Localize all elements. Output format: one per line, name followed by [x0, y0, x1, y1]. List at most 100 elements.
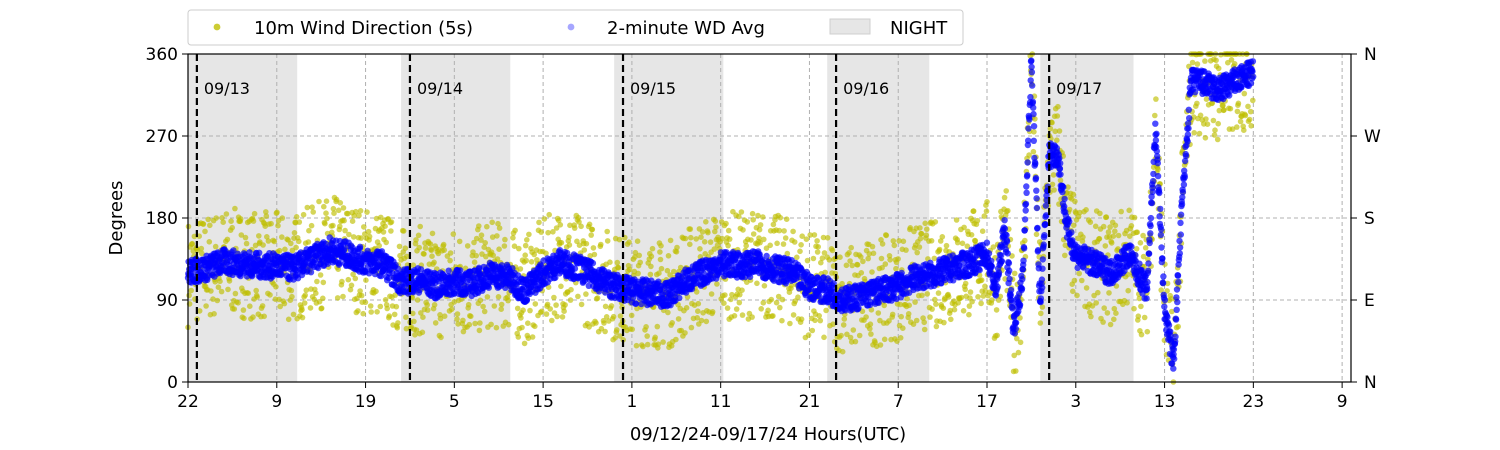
raw-wind-point	[489, 234, 496, 240]
raw-wind-point	[489, 219, 496, 226]
raw-wind-point	[212, 243, 219, 250]
raw-wind-point	[1131, 305, 1137, 312]
raw-wind-point	[282, 246, 288, 253]
raw-wind-point	[559, 314, 566, 320]
raw-wind-point	[881, 302, 887, 309]
raw-wind-point	[749, 210, 756, 217]
raw-wind-point	[699, 229, 706, 235]
raw-wind-point	[897, 301, 903, 308]
raw-wind-point	[1231, 61, 1238, 67]
raw-wind-point	[368, 309, 375, 315]
raw-wind-point	[200, 221, 207, 227]
raw-wind-point	[978, 277, 985, 283]
raw-wind-point	[1071, 222, 1077, 229]
raw-wind-point	[983, 208, 990, 214]
raw-wind-point	[491, 303, 498, 309]
legend-label-2: NIGHT	[890, 18, 948, 39]
raw-wind-point	[933, 301, 939, 307]
raw-wind-point	[516, 245, 522, 252]
raw-wind-point	[349, 218, 356, 224]
raw-wind-point	[928, 238, 935, 244]
raw-wind-point	[358, 235, 364, 241]
raw-wind-point	[850, 327, 857, 333]
raw-wind-point	[1049, 119, 1055, 126]
raw-wind-point	[532, 323, 538, 330]
raw-wind-point	[875, 310, 882, 316]
raw-wind-point	[271, 238, 278, 245]
raw-wind-point	[906, 302, 912, 309]
raw-wind-point	[495, 220, 501, 227]
avg-wind-point	[1028, 69, 1036, 76]
raw-wind-point	[721, 300, 727, 307]
raw-wind-point	[693, 289, 700, 295]
raw-wind-point	[916, 244, 923, 250]
raw-wind-point	[818, 259, 824, 266]
raw-wind-point	[982, 288, 989, 295]
avg-wind-point	[1033, 204, 1041, 212]
raw-wind-point	[1212, 127, 1218, 133]
raw-wind-point	[1107, 321, 1114, 328]
raw-wind-point	[340, 205, 347, 211]
raw-wind-point	[447, 250, 454, 256]
raw-wind-point	[538, 229, 544, 235]
raw-wind-point	[275, 222, 281, 229]
raw-wind-point	[723, 220, 729, 227]
avg-wind-point	[1029, 98, 1037, 106]
raw-wind-point	[420, 314, 426, 321]
raw-wind-point	[921, 326, 928, 333]
raw-wind-point	[205, 216, 211, 223]
raw-wind-point	[1168, 296, 1175, 302]
raw-wind-point	[1047, 125, 1054, 132]
raw-wind-point	[237, 216, 244, 222]
raw-wind-point	[356, 212, 362, 219]
raw-wind-point	[1075, 235, 1081, 242]
raw-wind-point	[583, 240, 590, 247]
raw-wind-point	[655, 341, 662, 348]
raw-wind-point	[1105, 229, 1112, 235]
raw-wind-point	[966, 311, 972, 318]
raw-wind-point	[590, 245, 597, 251]
legend-label-0: 10m Wind Direction (5s)	[254, 18, 473, 39]
raw-wind-point	[1001, 194, 1008, 201]
raw-wind-point	[648, 263, 654, 270]
raw-wind-point	[300, 211, 307, 218]
raw-wind-point	[815, 244, 821, 250]
raw-wind-point	[1057, 177, 1064, 184]
raw-wind-point	[750, 231, 757, 237]
raw-wind-point	[1051, 187, 1057, 193]
raw-wind-point	[1153, 96, 1159, 102]
raw-wind-point	[543, 250, 549, 257]
raw-wind-point	[1227, 105, 1234, 112]
raw-wind-point	[412, 332, 418, 338]
raw-wind-point	[607, 259, 613, 266]
raw-wind-point	[829, 247, 836, 254]
raw-wind-point	[517, 266, 524, 272]
raw-wind-point	[1062, 252, 1068, 259]
avg-wind-point	[1024, 159, 1031, 166]
raw-wind-point	[316, 198, 322, 205]
raw-wind-point	[632, 254, 638, 260]
raw-wind-point	[431, 259, 437, 266]
raw-wind-point	[978, 300, 984, 307]
raw-wind-point	[868, 331, 874, 337]
raw-wind-point	[932, 296, 938, 303]
raw-wind-point	[581, 247, 588, 253]
raw-wind-point	[202, 228, 208, 235]
legend-box	[187, 9, 964, 46]
raw-wind-point	[299, 306, 305, 313]
raw-wind-point	[1115, 232, 1122, 239]
raw-wind-point	[525, 320, 531, 327]
legend: 10m Wind Direction (5s) 2-minute WD Avg NI…	[187, 9, 964, 46]
raw-wind-point	[215, 284, 222, 291]
avg-wind-point	[1003, 238, 1011, 245]
raw-wind-point	[895, 256, 901, 262]
avg-wind-point	[1033, 187, 1040, 194]
raw-wind-point	[324, 215, 330, 222]
raw-wind-point	[1037, 320, 1044, 326]
raw-wind-point	[518, 315, 524, 321]
raw-wind-point	[1209, 100, 1216, 106]
raw-wind-point	[415, 232, 422, 239]
raw-wind-point	[494, 233, 500, 239]
raw-wind-point	[428, 247, 435, 254]
raw-wind-point	[225, 286, 231, 293]
